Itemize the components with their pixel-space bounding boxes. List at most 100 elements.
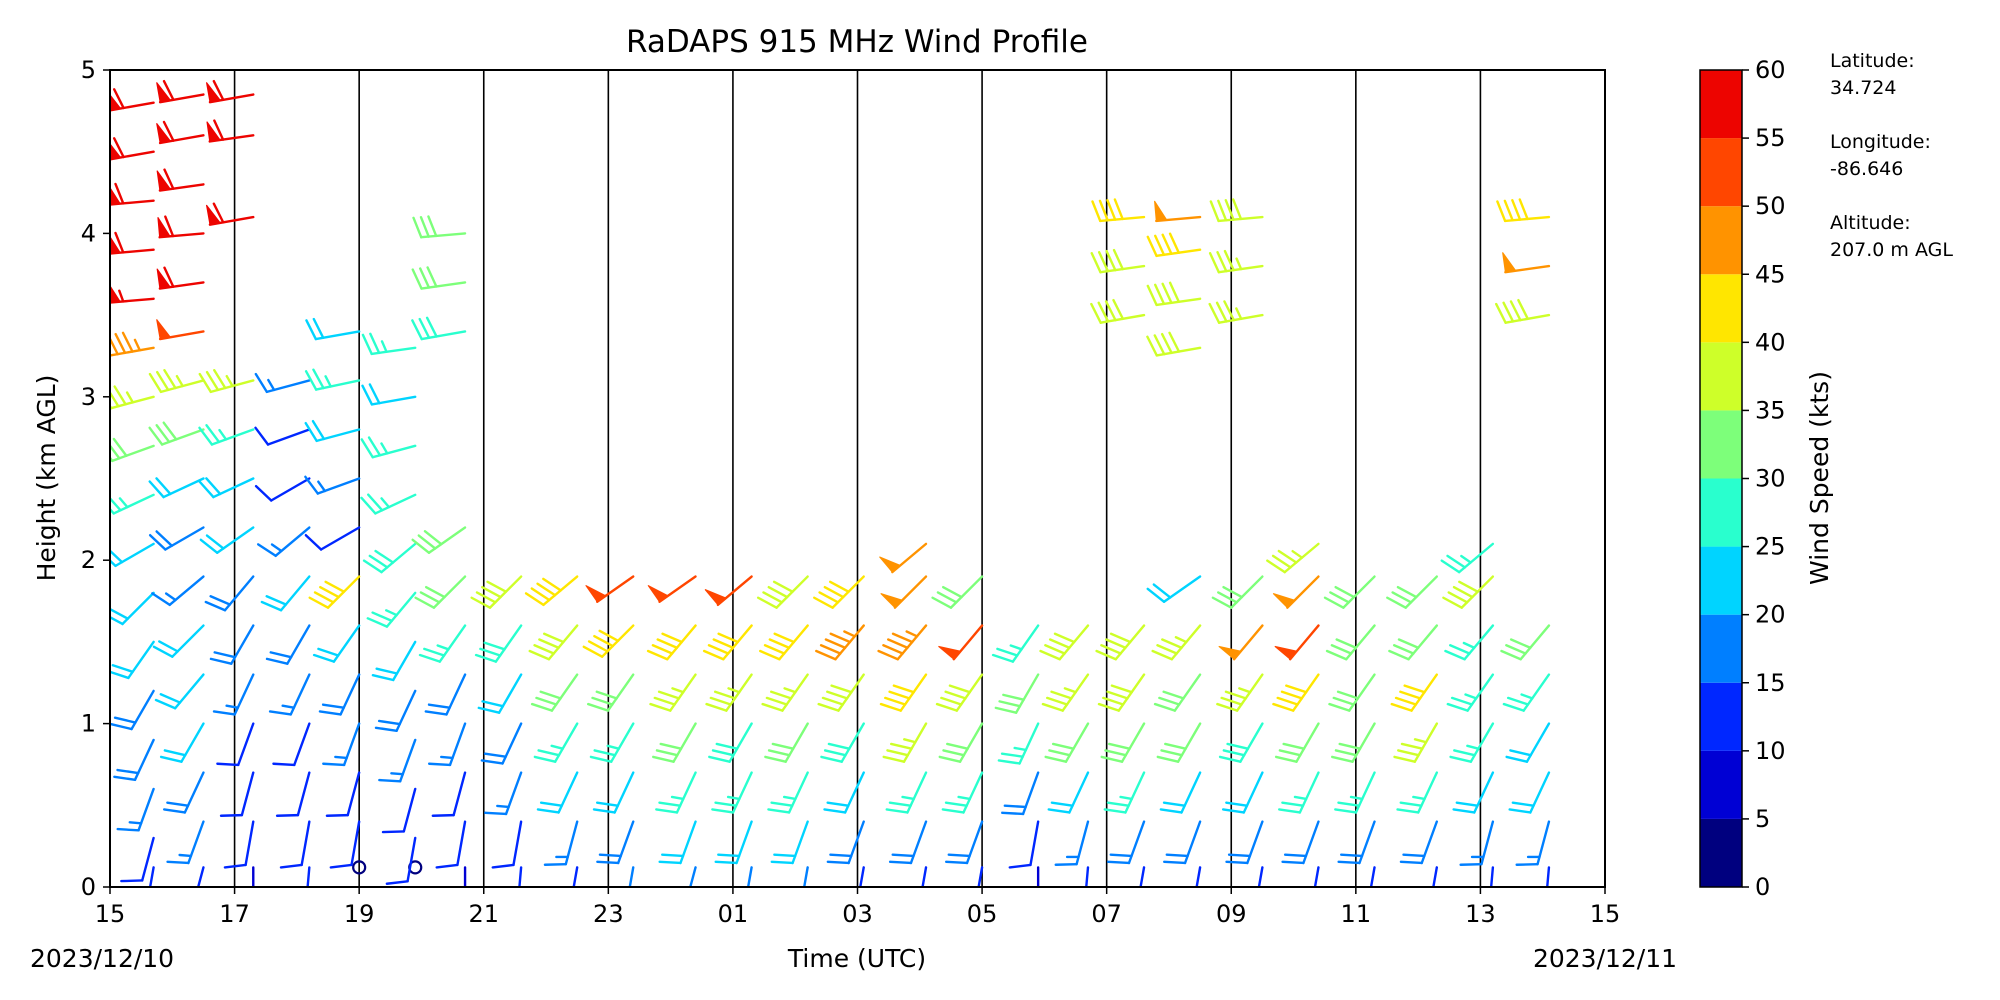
barb-half: [783, 687, 797, 694]
wind-barb: [110, 182, 155, 206]
barb-half: [905, 630, 919, 638]
barb-full: [1332, 696, 1355, 706]
barb-full: [308, 596, 330, 609]
barb-full: [817, 702, 840, 712]
wind-barb: [1208, 300, 1264, 324]
barb-full: [419, 591, 441, 604]
wind-barb: [1047, 771, 1090, 814]
wind-barb: [360, 436, 417, 459]
wind-barb: [424, 673, 467, 716]
barb-full: [1225, 860, 1249, 865]
barb-full: [1446, 702, 1469, 712]
barb-full: [884, 696, 907, 706]
barb-full: [322, 762, 346, 767]
wind-barb: [759, 624, 809, 661]
wind-barb: [708, 722, 753, 763]
barb-full: [312, 368, 325, 390]
barb-full: [761, 702, 784, 712]
barb-full: [1392, 644, 1415, 655]
wind-barb: [1195, 866, 1202, 887]
barb-full: [1146, 284, 1158, 307]
barb-full: [1505, 755, 1529, 763]
barb-full: [419, 215, 430, 238]
barb-full: [1272, 702, 1295, 712]
barb-full: [412, 216, 423, 239]
barb-full: [114, 332, 127, 355]
barb-full: [655, 749, 679, 757]
barb-full: [427, 215, 438, 238]
barb-full: [1339, 853, 1364, 858]
barb-full: [533, 755, 557, 763]
barb-full: [1502, 702, 1525, 712]
barb-full: [113, 775, 137, 782]
wind-barb: [1323, 575, 1376, 609]
wind-barb: [931, 575, 984, 609]
barb-full: [360, 438, 374, 459]
barb-full: [714, 860, 738, 865]
barb-full: [110, 607, 129, 620]
barb-half: [225, 374, 234, 388]
barb-half: [1349, 795, 1364, 801]
barb-full: [591, 696, 614, 706]
barb-flag: [110, 235, 122, 255]
barb-full: [1008, 863, 1032, 869]
wind-barb: [1449, 722, 1495, 763]
wind-barb: [756, 575, 809, 609]
barb-half: [390, 772, 404, 776]
barb-full: [770, 860, 794, 865]
wind-barb: [1546, 866, 1551, 887]
barb-full: [205, 477, 222, 496]
wind-barb: [1489, 866, 1495, 887]
barb-half: [380, 442, 389, 455]
wind-barb: [256, 526, 311, 558]
wind-barb: [110, 385, 155, 410]
wind-barb: [148, 866, 155, 887]
barb-full: [715, 742, 739, 750]
barb-full: [1001, 811, 1025, 816]
barb-full: [1334, 808, 1358, 814]
barb-flag: [157, 217, 171, 238]
wind-barb: [223, 820, 255, 869]
barb-full: [1112, 298, 1125, 321]
barb-full: [996, 647, 1019, 657]
barb-full: [198, 372, 212, 394]
barb-full: [543, 862, 567, 866]
barb-full: [1050, 801, 1074, 807]
wind-barb: [1100, 722, 1146, 763]
wind-barb: [1218, 624, 1264, 661]
barb-full: [1399, 690, 1422, 700]
x-end-date: 2023/12/11: [1533, 944, 1677, 973]
barb-full: [538, 638, 560, 649]
wind-barb: [1151, 624, 1202, 661]
barb-full: [367, 436, 382, 457]
barb-full: [219, 813, 244, 817]
barb-full: [1146, 235, 1158, 258]
x-tick-label: 21: [468, 900, 499, 928]
wind-barb: [589, 722, 635, 763]
wind-barb: [418, 624, 467, 663]
barb-full: [110, 390, 120, 408]
barb-full: [1500, 649, 1522, 661]
colorbar-segment: [1700, 206, 1742, 275]
x-tick-label: 17: [219, 900, 250, 928]
barb-full: [1331, 755, 1354, 763]
barb-staff: [148, 866, 155, 887]
barb-full: [411, 538, 431, 554]
wind-barb: [817, 673, 865, 712]
barb-full: [938, 755, 962, 763]
barb-full: [1102, 696, 1125, 706]
wind-barb: [431, 771, 467, 817]
barb-full: [1211, 596, 1233, 609]
colorbar-segment: [1700, 614, 1742, 683]
wind-barb: [325, 771, 361, 817]
wind-barb: [1515, 820, 1551, 866]
wind-barb: [304, 526, 361, 551]
wind-barb: [1432, 866, 1439, 887]
barb-full: [1266, 559, 1286, 574]
barb-flag: [156, 319, 172, 340]
barb-full: [1396, 585, 1418, 599]
barb-full: [892, 684, 915, 694]
x-tick-label: 03: [842, 900, 873, 928]
wind-barb: [1218, 722, 1264, 763]
barb-flag: [879, 556, 902, 573]
